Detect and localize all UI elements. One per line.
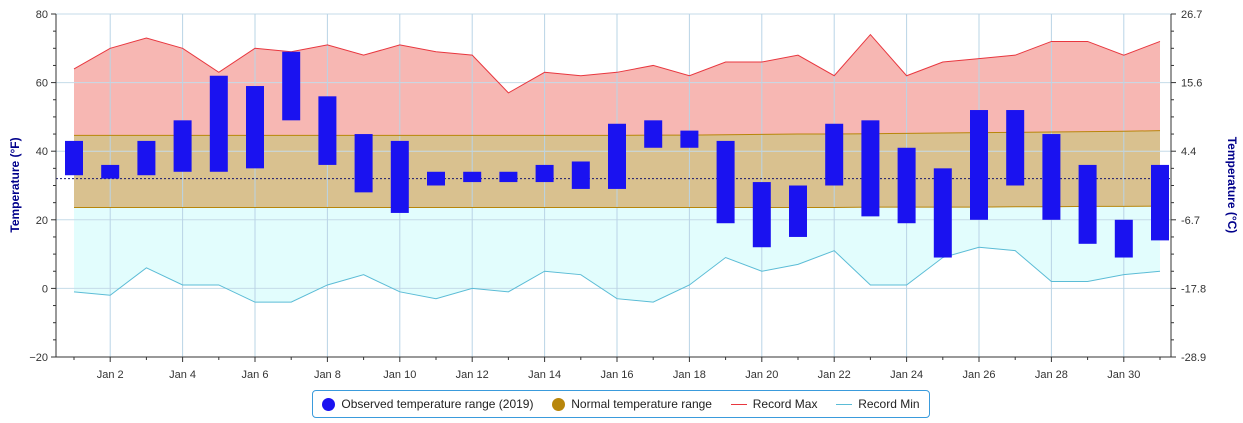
axes: 80 60 40 20 0 −20 26.7 15.6 4.4 -6.7 -17.8 -28.9 Jan… — [29, 9, 1206, 381]
x-tick-label: Jan 16 — [600, 369, 633, 381]
y-tick-label-left: 0 — [42, 283, 48, 295]
y-tick-label-left: 20 — [36, 215, 48, 227]
band-fills — [74, 34, 1160, 303]
observed-bar — [209, 75, 228, 172]
chart-legend: Observed temperature range (2019) Normal… — [312, 390, 930, 418]
observed-bar — [318, 96, 337, 165]
x-tick-label: Jan 10 — [383, 369, 416, 381]
observed-bar — [65, 140, 83, 176]
legend-item-observed[interactable]: Observed temperature range (2019) — [322, 397, 533, 411]
record-max-swatch-icon — [730, 403, 747, 405]
observed-swatch-icon — [322, 397, 336, 411]
observed-bar — [716, 140, 735, 224]
observed-bar — [246, 86, 264, 169]
x-tick-label: Jan 30 — [1107, 369, 1140, 381]
record-min-line — [73, 246, 1161, 303]
observed-bar — [897, 147, 916, 224]
y-axis-left-title: Temperature (°F) — [8, 137, 22, 232]
record-min-swatch-icon — [836, 403, 853, 405]
observed-bar — [101, 164, 120, 179]
observed-bar — [1078, 164, 1097, 244]
observed-bar — [535, 164, 554, 183]
y-tick-label-right: 15.6 — [1181, 78, 1202, 90]
observed-bar — [933, 168, 952, 258]
x-tick-label: Jan 6 — [242, 369, 269, 381]
y-tick-label-right: -28.9 — [1181, 352, 1206, 364]
x-tick-label: Jan 22 — [818, 369, 851, 381]
x-tick-label: Jan 28 — [1035, 369, 1068, 381]
observed-bar — [1151, 164, 1169, 241]
y-tick-label-right: 4.4 — [1181, 146, 1196, 158]
legend-label-record-min: Record Min — [858, 397, 920, 411]
legend-label-record-max: Record Max — [752, 397, 818, 411]
y-tick-label-left: 60 — [36, 78, 48, 90]
legend-item-record-max[interactable]: Record Max — [730, 397, 818, 411]
observed-bar — [354, 134, 373, 193]
x-tick-label: Jan 12 — [456, 369, 489, 381]
x-tick-label: Jan 18 — [673, 369, 706, 381]
observed-bar — [825, 123, 844, 186]
observed-bar — [173, 120, 192, 172]
observed-bar — [970, 110, 988, 220]
observed-bar — [644, 120, 663, 148]
y-tick-label-right: 26.7 — [1181, 9, 1202, 21]
legend-label-observed: Observed temperature range (2019) — [341, 397, 534, 411]
legend-label-normal: Normal temperature range — [571, 397, 712, 411]
y-tick-label-right: -6.7 — [1181, 215, 1200, 227]
observed-bar — [137, 140, 156, 176]
y-tick-label-right: -17.8 — [1181, 283, 1206, 295]
x-tick-label: Jan 4 — [169, 369, 196, 381]
observed-bar — [571, 161, 590, 189]
x-tick-label: Jan 24 — [890, 369, 923, 381]
normal-swatch-icon — [552, 397, 566, 411]
record-max-line — [73, 33, 1161, 94]
observed-bars — [65, 51, 1169, 258]
observed-bar — [752, 182, 771, 248]
observed-bar — [789, 185, 807, 237]
observed-bar — [499, 171, 518, 183]
y-tick-label-left: −20 — [29, 352, 48, 364]
observed-bar — [608, 123, 626, 189]
x-tick-label: Jan 8 — [314, 369, 341, 381]
x-tick-label: Jan 20 — [745, 369, 778, 381]
observed-bar — [282, 51, 301, 121]
y-tick-label-left: 80 — [36, 9, 48, 21]
observed-bar — [1042, 134, 1061, 220]
observed-bar — [861, 120, 880, 217]
x-tick-label: Jan 26 — [962, 369, 995, 381]
observed-bar — [463, 171, 482, 183]
observed-bar — [390, 140, 409, 213]
observed-bar — [1006, 110, 1025, 186]
observed-bar — [427, 171, 445, 186]
legend-item-normal[interactable]: Normal temperature range — [552, 397, 712, 411]
legend-item-record-min[interactable]: Record Min — [836, 397, 920, 411]
y-tick-label-left: 40 — [36, 146, 48, 158]
x-tick-label: Jan 14 — [528, 369, 561, 381]
y-axis-right-title: Temperature (°C) — [1225, 137, 1239, 234]
observed-bar — [680, 130, 699, 148]
x-tick-label: Jan 2 — [97, 369, 124, 381]
observed-bar — [1114, 219, 1133, 258]
